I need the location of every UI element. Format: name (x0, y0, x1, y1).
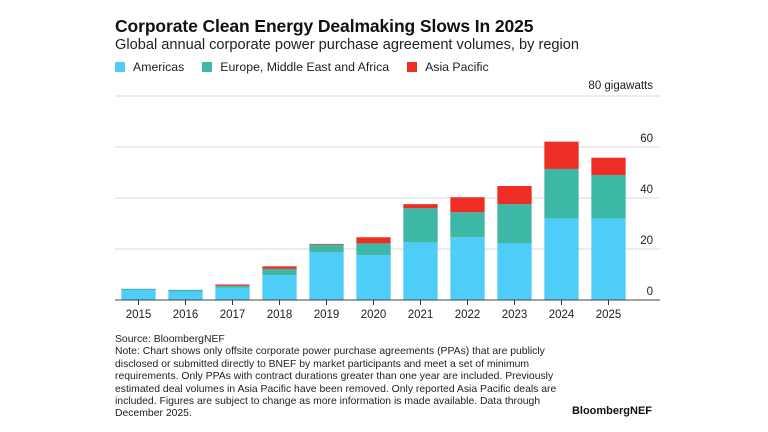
bar-segment-asia-pacific-2023 (497, 186, 532, 205)
x-tick-label: 2023 (502, 309, 528, 321)
bar-segment-asia-pacific-2020 (356, 237, 391, 244)
x-tick-label: 2018 (267, 309, 293, 321)
x-tick-label: 2016 (173, 309, 199, 321)
bar-segment-americas-2019 (309, 252, 344, 300)
x-tick-label: 2015 (126, 309, 152, 321)
bar-segment-asia-pacific-2021 (403, 204, 438, 209)
source-text: Source: BloombergNEF (115, 334, 225, 345)
bar-segment-americas-2018 (262, 275, 297, 300)
bar-segment-americas-2023 (497, 243, 532, 300)
bar-segment-americas-2021 (403, 242, 438, 300)
bar-segment-asia-pacific-2018 (262, 266, 297, 269)
chart-subtitle: Global annual corporate power purchase a… (115, 37, 580, 53)
legend-swatch-americas (115, 62, 125, 72)
x-tick-label: 2024 (549, 309, 575, 321)
bar-segment-americas-2017 (215, 287, 250, 300)
bar-segment-americas-2015 (121, 290, 156, 300)
bar-segment-europe-middle-east-and-africa-2017 (215, 285, 250, 288)
y-axis-unit-label: 80 gigawatts (588, 80, 653, 92)
legend-label-americas: Americas (133, 60, 185, 74)
legend-label-emea: Europe, Middle East and Africa (220, 60, 390, 74)
chart-title: Corporate Clean Energy Dealmaking Slows … (115, 16, 534, 36)
x-tick-label: 2019 (314, 309, 340, 321)
bar-segment-europe-middle-east-and-africa-2022 (450, 212, 485, 238)
legend-swatch-asia-pacific (407, 62, 418, 72)
y-tick-label: 20 (640, 235, 653, 247)
footnote: Source: BloombergNEF Note: Chart shows o… (115, 334, 575, 421)
bar-segment-europe-middle-east-and-africa-2015 (121, 288, 156, 291)
legend-item-emea: Europe, Middle East and Africa (202, 60, 389, 74)
legend: Americas Europe, Middle East and Africa … (115, 60, 507, 74)
y-tick-label: 60 (640, 133, 653, 145)
bar-segment-americas-2020 (356, 255, 391, 300)
brand-logo-text: BloombergNEF (571, 405, 652, 417)
x-tick-label: 2020 (361, 309, 387, 321)
y-tick-label: 40 (640, 184, 653, 196)
note-text: Note: Chart shows only offsite corporate… (115, 346, 557, 420)
y-tick-label: 0 (647, 286, 653, 298)
bar-segment-europe-middle-east-and-africa-2019 (309, 244, 344, 253)
bar-segment-asia-pacific-2025 (591, 157, 626, 176)
bar-segment-europe-middle-east-and-africa-2021 (403, 208, 438, 243)
bar-segment-asia-pacific-2022 (450, 197, 485, 213)
bar-segment-americas-2025 (591, 218, 626, 300)
x-tick-label: 2017 (220, 309, 246, 321)
bar-segment-asia-pacific-2024 (544, 141, 579, 169)
legend-swatch-emea (202, 62, 213, 72)
bar-segment-europe-middle-east-and-africa-2018 (262, 268, 297, 276)
x-tick-label: 2025 (596, 309, 622, 321)
bar-segment-americas-2016 (168, 291, 203, 300)
bar-segment-europe-middle-east-and-africa-2025 (591, 175, 626, 219)
bar-segment-europe-middle-east-and-africa-2016 (168, 289, 203, 292)
bar-segment-americas-2022 (450, 237, 485, 300)
bar-segment-europe-middle-east-and-africa-2024 (544, 168, 579, 219)
legend-item-americas: Americas (115, 60, 184, 74)
bar-segment-americas-2024 (544, 218, 579, 300)
x-tick-label: 2022 (455, 309, 481, 321)
legend-label-asia-pacific: Asia Pacific (425, 60, 489, 74)
x-tick-label: 2021 (408, 309, 434, 321)
legend-item-asia-pacific: Asia Pacific (407, 60, 489, 74)
bar-segment-europe-middle-east-and-africa-2023 (497, 204, 532, 244)
bar-segment-asia-pacific-2019 (309, 243, 344, 245)
bar-segment-asia-pacific-2017 (215, 284, 250, 286)
bar-segment-europe-middle-east-and-africa-2020 (356, 243, 391, 256)
